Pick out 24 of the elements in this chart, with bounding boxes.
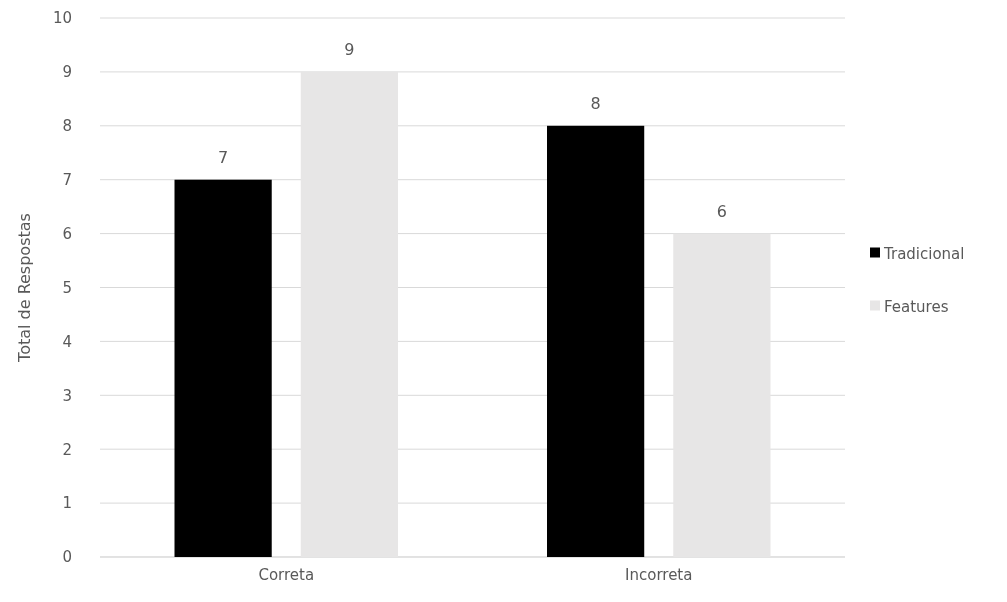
bar [547,125,645,557]
x-tick-label: Incorreta [625,565,693,584]
data-label: 8 [590,93,601,113]
y-tick-label: 5 [62,278,72,297]
legend-label: Tradicional [883,244,965,263]
y-tick-label: 0 [62,548,72,567]
data-label: 9 [344,39,355,59]
y-tick-label: 9 [62,63,72,82]
data-label: 6 [716,201,727,221]
y-tick-label: 6 [62,224,72,243]
data-label: 7 [218,147,229,167]
y-tick-label: 3 [62,386,72,405]
y-tick-label: 1 [62,494,72,513]
y-axis-title: Total de Respostas [15,213,34,363]
bar [300,71,398,557]
x-tick-label: Correta [258,565,315,584]
bar [673,233,771,557]
y-tick-label: 7 [62,171,72,189]
y-tick-label: 10 [52,9,72,28]
y-tick-label: 4 [62,332,72,351]
bar [174,179,272,557]
legend-label: Features [884,297,949,316]
y-tick-label: 2 [62,440,72,459]
y-tick-label: 8 [62,117,72,136]
